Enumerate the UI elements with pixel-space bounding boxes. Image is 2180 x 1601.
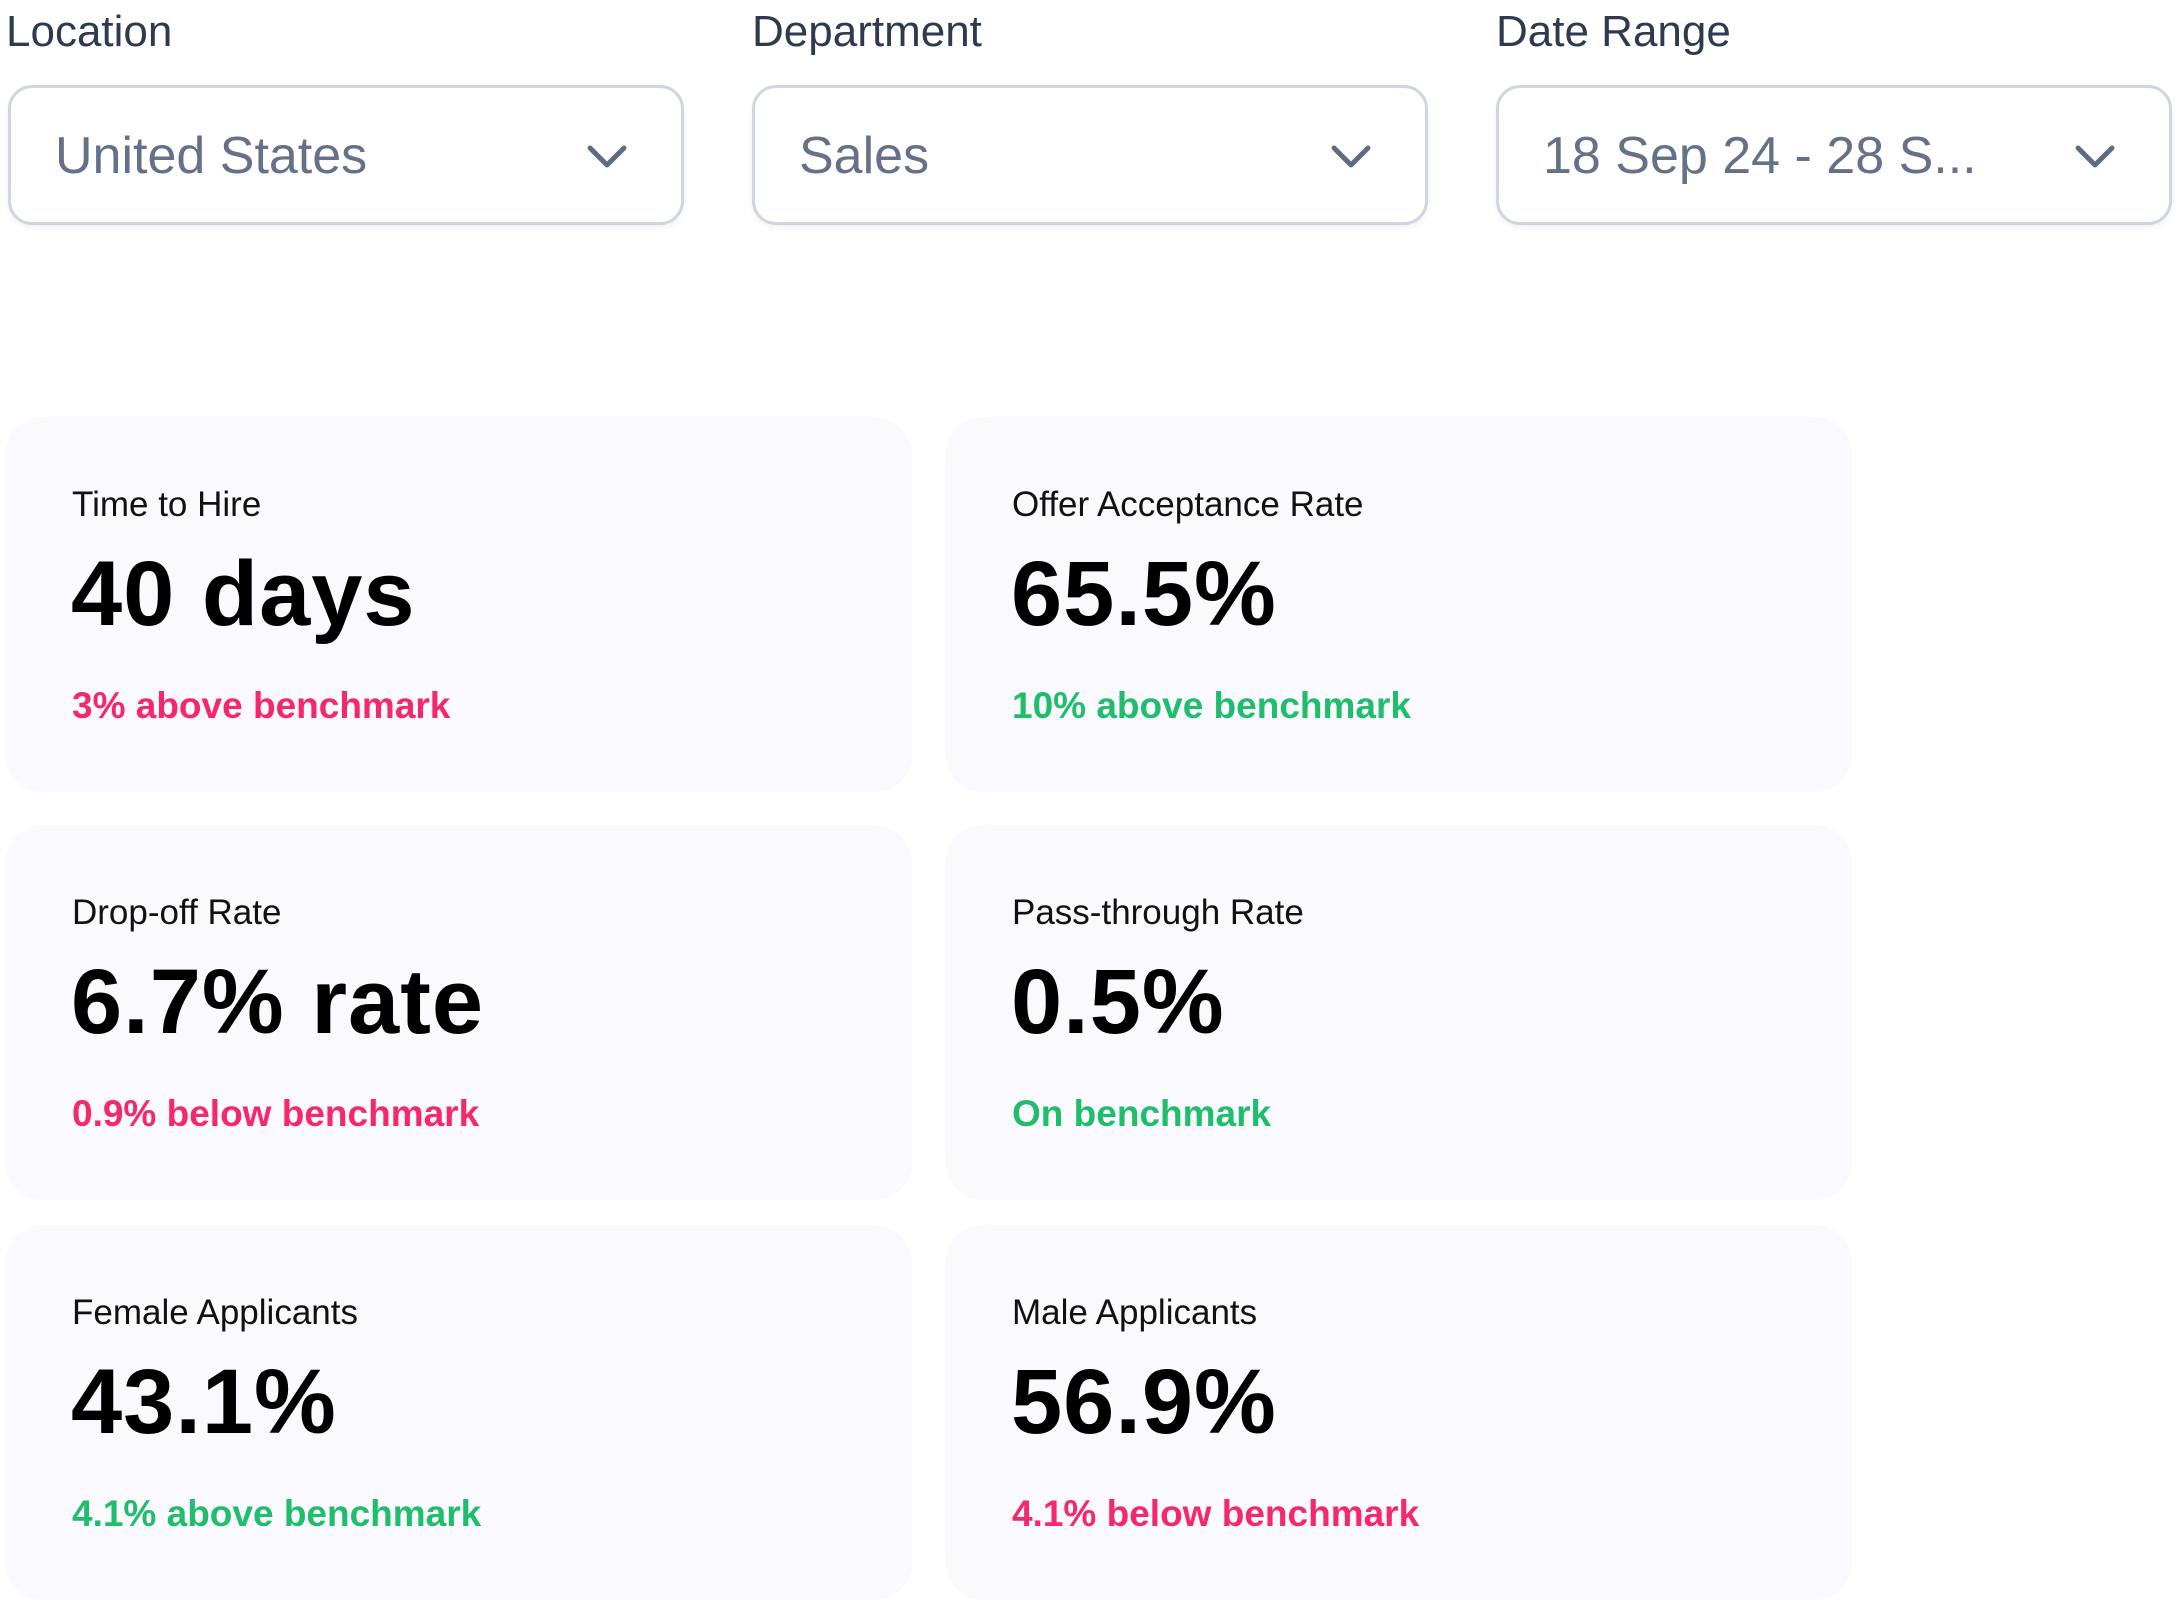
date-range-label: Date Range: [1496, 7, 1731, 56]
location-select[interactable]: United States: [8, 85, 684, 225]
metric-title: Offer Acceptance Rate: [1012, 485, 1364, 524]
date-range-select-value: 18 Sep 24 - 28 S...: [1543, 127, 1977, 185]
metric-benchmark-status: 0.9% below benchmark: [72, 1093, 480, 1134]
metric-title: Pass-through Rate: [1012, 893, 1304, 932]
metric-benchmark-status: 10% above benchmark: [1012, 685, 1411, 726]
metric-benchmark-status: On benchmark: [1012, 1093, 1272, 1134]
metric-card-time-to-hire: Time to Hire 40 days 3% above benchmark: [5, 417, 912, 792]
location-select-value: United States: [55, 127, 368, 185]
chevron-down-icon: [587, 145, 627, 168]
location-label: Location: [6, 7, 173, 56]
metric-card-offer-acceptance-rate: Offer Acceptance Rate 65.5% 10% above be…: [945, 417, 1852, 792]
metric-card-female-applicants: Female Applicants 43.1% 4.1% above bench…: [5, 1225, 912, 1600]
metric-title: Drop-off Rate: [72, 893, 282, 932]
date-range-select[interactable]: 18 Sep 24 - 28 S...: [1496, 85, 2172, 225]
chevron-down-icon: [1331, 145, 1371, 168]
chevron-down-icon: [2075, 145, 2115, 168]
metric-card-male-applicants: Male Applicants 56.9% 4.1% below benchma…: [945, 1225, 1852, 1600]
metric-value: 40 days: [71, 543, 416, 645]
metric-value: 56.9%: [1011, 1351, 1277, 1453]
metric-benchmark-status: 4.1% below benchmark: [1012, 1493, 1420, 1534]
metric-benchmark-status: 4.1% above benchmark: [72, 1493, 482, 1534]
metric-value: 0.5%: [1011, 951, 1225, 1053]
metric-card-drop-off-rate: Drop-off Rate 6.7% rate 0.9% below bench…: [5, 825, 912, 1200]
department-label: Department: [752, 7, 982, 56]
metric-title: Female Applicants: [72, 1293, 358, 1332]
metric-card-pass-through-rate: Pass-through Rate 0.5% On benchmark: [945, 825, 1852, 1200]
metric-benchmark-status: 3% above benchmark: [72, 685, 451, 726]
metric-value: 43.1%: [71, 1351, 337, 1453]
metric-value: 6.7% rate: [71, 951, 485, 1053]
department-select-value: Sales: [799, 127, 930, 185]
metric-title: Male Applicants: [1012, 1293, 1258, 1332]
department-select[interactable]: Sales: [752, 85, 1428, 225]
metric-value: 65.5%: [1011, 543, 1277, 645]
metric-title: Time to Hire: [72, 485, 262, 524]
